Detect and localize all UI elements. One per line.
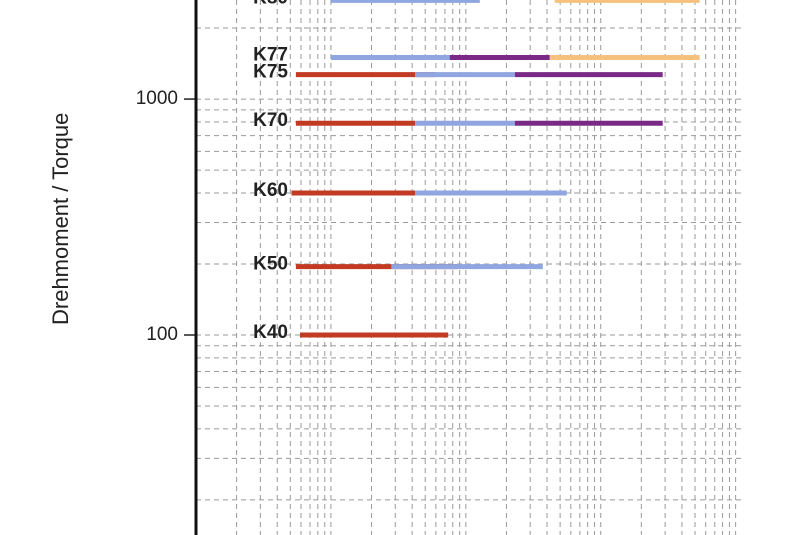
- series-label: K60: [253, 180, 288, 201]
- y-tick-label: 1000: [136, 88, 178, 109]
- series-label: K77: [253, 45, 288, 66]
- series-label: K70: [253, 110, 288, 131]
- y-axis-label: Drehmoment / Torque: [48, 113, 73, 325]
- series-label: K75: [253, 62, 288, 83]
- series-label: K80: [253, 0, 288, 8]
- y-tick-label: 100: [146, 324, 178, 345]
- series-label: K40: [253, 322, 288, 343]
- series-label: K50: [253, 254, 288, 275]
